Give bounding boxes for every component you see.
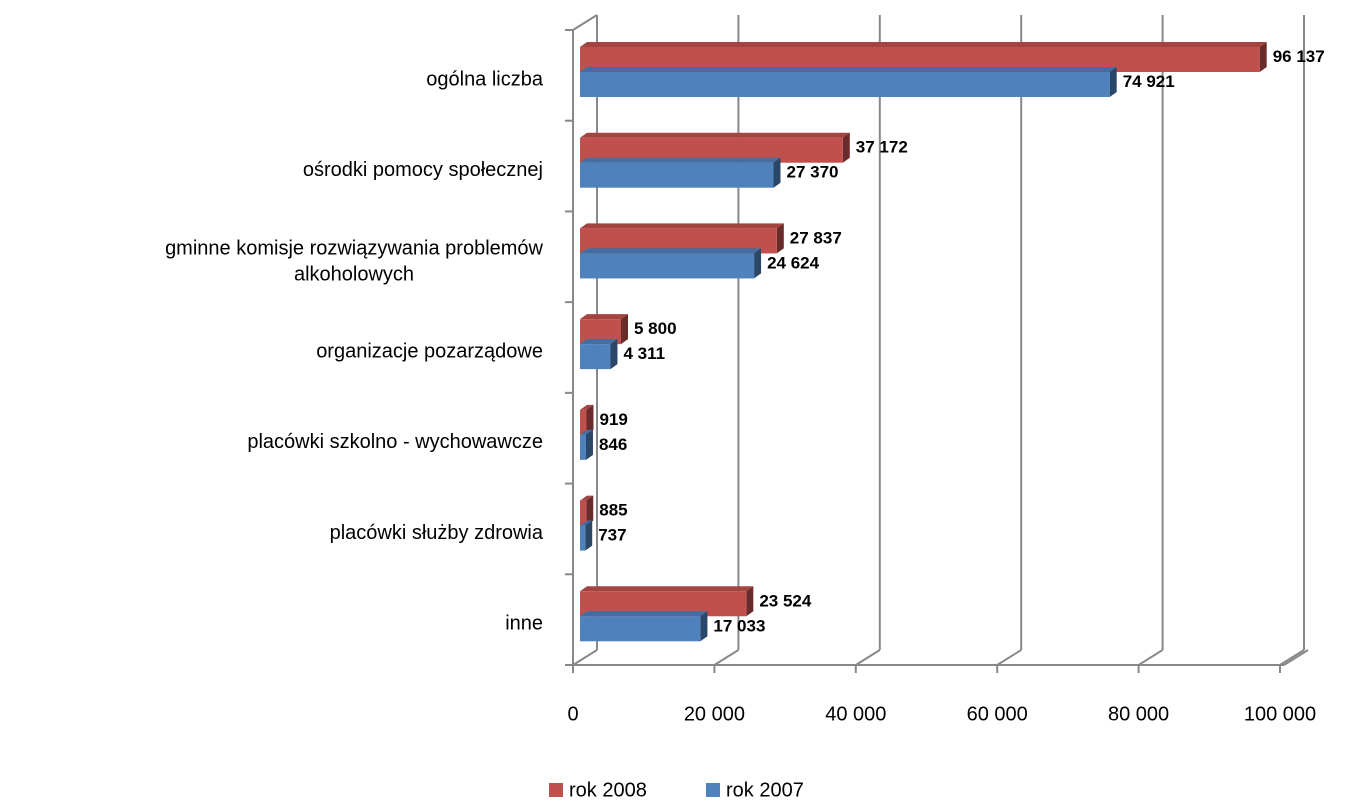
legend-swatch (706, 783, 720, 797)
category-label: ośrodki pomocy społecznej (303, 159, 543, 181)
bar-top (580, 248, 762, 254)
value-label: 96 137 (1273, 47, 1325, 66)
bar-side (746, 586, 754, 617)
bar (580, 344, 611, 370)
bar (580, 72, 1110, 97)
bar-side (621, 314, 629, 345)
bar (580, 500, 587, 526)
legend-swatch (549, 783, 563, 797)
bar-side (586, 495, 594, 526)
bar-top (580, 586, 754, 592)
value-label: 5 800 (634, 319, 677, 338)
bar (580, 253, 755, 279)
axis-floor-right (1283, 649, 1309, 666)
bar-side (585, 429, 593, 460)
x-tick-label: 80 000 (1108, 703, 1169, 725)
value-label: 27 837 (790, 228, 842, 247)
legend-label: rok 2008 (569, 779, 647, 801)
bar-top (580, 314, 629, 320)
bar-top (580, 67, 1117, 72)
category-label: gminne komisje rozwiązywania problemów al… (165, 238, 543, 286)
bar-top (580, 223, 784, 229)
grid-floor (713, 649, 739, 666)
bar-top (580, 429, 593, 435)
x-tick-label: 0 (567, 703, 578, 725)
value-label: 23 524 (759, 591, 812, 610)
bar-side (1109, 67, 1117, 97)
axis-left-back (572, 14, 598, 31)
value-label: 27 370 (787, 163, 839, 182)
x-tick-label: 60 000 (967, 703, 1028, 725)
bar-side (776, 223, 784, 254)
bar-top (580, 611, 708, 617)
bar-side (610, 339, 618, 370)
category-label: placówki służby zdrowia (330, 522, 544, 544)
bar-side (585, 520, 593, 551)
bar-side (586, 404, 594, 435)
bar-side (754, 248, 762, 279)
bar-side (1259, 42, 1267, 72)
bar-top (580, 495, 594, 501)
value-label: 885 (599, 501, 627, 520)
bar-side (773, 157, 781, 188)
bar-side (700, 611, 708, 642)
grid-floor (1279, 649, 1305, 666)
bar-side (842, 132, 850, 163)
value-label: 919 (599, 410, 627, 429)
value-label: 74 921 (1123, 72, 1175, 91)
grid-floor (1138, 649, 1164, 666)
bar-top (580, 404, 594, 410)
grid-floor (855, 649, 881, 666)
bar-top (580, 42, 1267, 47)
bar (580, 616, 701, 642)
value-label: 37 172 (856, 138, 908, 157)
value-label: 846 (599, 435, 627, 454)
x-tick-label: 40 000 (825, 703, 886, 725)
category-label: organizacje pozarządowe (316, 340, 543, 362)
value-label: 737 (598, 526, 626, 545)
legend-label: rok 2007 (726, 779, 804, 801)
bar (580, 525, 586, 551)
bar-top (580, 132, 850, 138)
category-label: inne (505, 613, 543, 635)
bar (580, 162, 774, 188)
value-label: 4 311 (623, 344, 665, 363)
bar-top (580, 520, 593, 526)
value-label: 24 624 (767, 253, 820, 272)
bar (580, 434, 586, 460)
x-tick-label: 100 000 (1244, 703, 1316, 725)
category-label: ogólna liczba (426, 68, 544, 90)
bar-top (580, 157, 781, 163)
x-tick-label: 20 000 (684, 703, 745, 725)
value-label: 17 033 (713, 616, 765, 635)
grid-floor (996, 649, 1022, 666)
grid-floor (572, 649, 598, 666)
bar (580, 409, 587, 435)
category-label: placówki szkolno - wychowawcze (247, 431, 543, 453)
bar-top (580, 339, 618, 345)
